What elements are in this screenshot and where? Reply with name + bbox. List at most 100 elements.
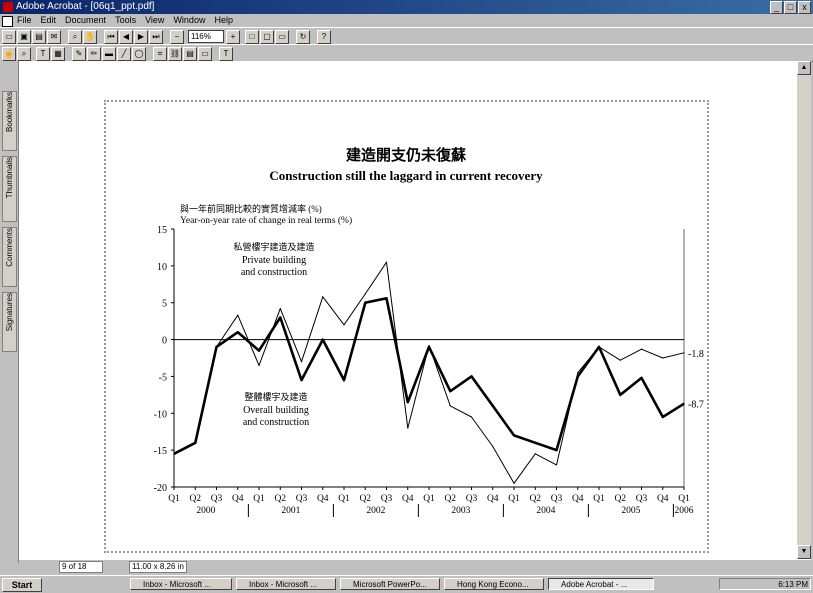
zoom-tool-icon[interactable]: ⌕ (17, 47, 31, 61)
page-indicator[interactable]: 9 of 18 (59, 561, 103, 573)
taskbar-item-active[interactable]: Adobe Acrobat - ... (548, 578, 654, 590)
menu-edit[interactable]: Edit (40, 15, 57, 25)
x-tick-label: Q1 (253, 494, 265, 504)
window-title: Adobe Acrobat - [06q1_ppt.pdf] (16, 1, 155, 12)
tab-comments[interactable]: Comments (2, 227, 17, 287)
shape-tool-icon[interactable]: ◯ (132, 47, 146, 61)
series-label-private: Private building (242, 255, 306, 266)
x-tick-label: Q4 (657, 494, 669, 504)
data-point-private (513, 482, 515, 484)
data-point-overall (237, 331, 239, 333)
form-icon[interactable]: ▤ (183, 47, 197, 61)
x-tick-label: Q2 (274, 494, 286, 504)
maximize-button[interactable]: □ (784, 1, 797, 14)
fit-page-icon[interactable]: ▢ (260, 30, 274, 44)
acrobat-icon (3, 2, 13, 12)
save-icon[interactable]: ▣ (17, 30, 31, 44)
zoom-out-icon[interactable]: − (170, 30, 184, 44)
y-tick-label: -5 (159, 372, 167, 383)
data-point-private (534, 453, 536, 455)
data-point-overall (300, 379, 303, 381)
x-tick-label: Q4 (572, 494, 584, 504)
data-point-overall (364, 302, 366, 304)
navigation-pane: Bookmarks Thumbnails Comments Signatures (0, 61, 19, 563)
link-icon[interactable]: ⛓ (168, 47, 182, 61)
data-point-overall (428, 346, 430, 348)
pencil-icon[interactable]: ✏ (87, 47, 101, 61)
year-label: 2006 (675, 506, 694, 516)
highlight-icon[interactable]: ▬ (102, 47, 116, 61)
open-icon[interactable]: ▭ (2, 30, 16, 44)
line-tool-icon[interactable]: ╱ (117, 47, 131, 61)
x-tick-label: Q1 (593, 494, 605, 504)
series-label-overall-zh: 整體樓宇及建造 (244, 391, 307, 402)
first-page-icon[interactable]: ⏮ (104, 30, 118, 44)
fit-width-icon[interactable]: ▭ (275, 30, 289, 44)
scroll-up-icon[interactable]: ▲ (797, 61, 811, 75)
text-touchup-icon[interactable]: T (219, 47, 233, 61)
data-point-overall (173, 453, 175, 455)
menu-view[interactable]: View (145, 15, 165, 25)
x-tick-label: Q3 (636, 494, 648, 504)
actual-size-icon[interactable]: □ (245, 30, 259, 44)
series-label-overall: Overall building (243, 405, 309, 416)
data-point-private (322, 296, 324, 298)
email-icon[interactable]: ✉ (47, 30, 61, 44)
tab-thumbnails[interactable]: Thumbnails (2, 156, 17, 222)
next-page-icon[interactable]: ▶ (134, 30, 148, 44)
x-tick-label: Q2 (614, 494, 626, 504)
search-icon[interactable]: ⌕ (68, 30, 82, 44)
rotate-icon[interactable]: ↻ (296, 30, 310, 44)
data-point-overall (662, 416, 664, 418)
data-point-private (385, 261, 388, 263)
data-point-private (237, 314, 239, 316)
data-point-private (640, 348, 643, 350)
data-point-private (300, 361, 303, 363)
year-label: 2001 (281, 506, 300, 516)
menu-window[interactable]: Window (173, 15, 206, 25)
menu-help[interactable]: Help (214, 15, 233, 25)
data-point-private (470, 416, 473, 418)
print-icon[interactable]: ▤ (32, 30, 46, 44)
chart-title: Construction still the laggard in curren… (269, 168, 543, 183)
data-point-overall (322, 338, 324, 341)
hand-icon[interactable]: ✋ (83, 30, 97, 44)
pdf-page: 建造開支仍未復蘇 Construction still the laggard i… (104, 100, 709, 553)
start-button[interactable]: Start (2, 578, 42, 592)
vertical-scrollbar[interactable]: ▲ ▼ (797, 61, 811, 559)
data-point-overall (555, 449, 558, 451)
taskbar-item[interactable]: Hong Kong Econo... (444, 578, 544, 590)
minimize-button[interactable]: _ (770, 1, 783, 14)
zoom-in-icon[interactable]: + (226, 30, 240, 44)
graphics-select-icon[interactable]: ▦ (51, 47, 65, 61)
crop-icon[interactable]: ⌗ (153, 47, 167, 61)
end-label-overall: -8.7 (688, 400, 704, 411)
touchup-icon[interactable]: ▭ (198, 47, 212, 61)
y-tick-label: 10 (157, 262, 167, 273)
x-tick-label: Q2 (359, 494, 371, 504)
close-button[interactable]: x (798, 1, 811, 14)
zoom-level-field[interactable]: 116% (188, 30, 224, 43)
scroll-down-icon[interactable]: ▼ (797, 545, 811, 559)
help-icon[interactable]: ? (317, 30, 331, 44)
edit-toolbar: ☝ ⌕ T ▦ ✎ ✏ ▬ ╱ ◯ ⌗ ⛓ ▤ ▭ T (0, 44, 813, 62)
data-point-overall (534, 442, 536, 444)
note-tool-icon[interactable]: ✎ (72, 47, 86, 61)
tab-signatures[interactable]: Signatures (2, 292, 17, 352)
prev-page-icon[interactable]: ◀ (119, 30, 133, 44)
x-tick-label: Q1 (508, 494, 520, 504)
text-select-icon[interactable]: T (36, 47, 50, 61)
menu-document[interactable]: Document (65, 15, 107, 25)
taskbar-item[interactable]: Inbox - Microsoft ... (236, 578, 336, 590)
data-point-overall (577, 375, 579, 378)
tab-bookmarks[interactable]: Bookmarks (2, 91, 17, 151)
hand-tool-icon[interactable]: ☝ (2, 47, 16, 61)
menu-tools[interactable]: Tools (115, 15, 137, 25)
year-label: 2004 (536, 506, 555, 516)
taskbar-item[interactable]: Inbox - Microsoft ... (130, 578, 232, 590)
last-page-icon[interactable]: ⏭ (149, 30, 163, 44)
taskbar-item[interactable]: Microsoft PowerPo... (340, 578, 440, 590)
menu-file[interactable]: File (17, 15, 32, 25)
private-construction-line (173, 261, 685, 484)
x-tick-label: Q2 (444, 494, 456, 504)
